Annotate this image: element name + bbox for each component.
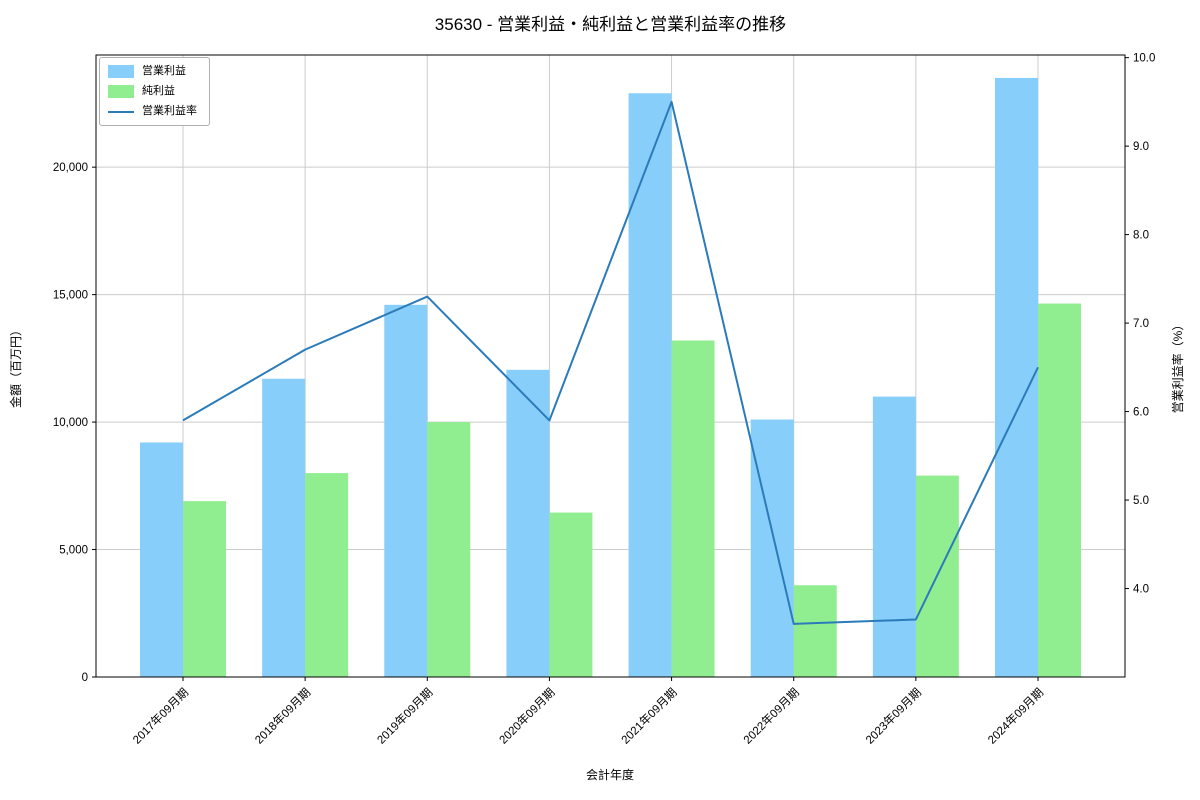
left-tick-label: 20,000 xyxy=(53,162,88,174)
right-tick-label: 6.0 xyxy=(1133,407,1149,419)
right-tick-label: 5.0 xyxy=(1133,495,1149,507)
legend-label-net-profit: 純利益 xyxy=(142,85,175,97)
bar-net-profit xyxy=(671,340,715,677)
x-tick-label: 2024年09月期 xyxy=(985,685,1046,746)
x-axis-title: 会計年度 xyxy=(586,767,634,782)
margin-line xyxy=(182,100,1039,625)
x-tick-label: 2021年09月期 xyxy=(618,685,679,746)
legend-label-margin-line: 営業利益率 xyxy=(142,105,197,117)
bar-net-profit xyxy=(1038,303,1081,677)
bar-operating-profit xyxy=(750,419,794,677)
bar-operating-profit xyxy=(872,396,916,677)
chart-title: 35630 - 営業利益・純利益と営業利益率の推移 xyxy=(434,15,787,34)
x-tick-label: 2023年09月期 xyxy=(863,685,924,746)
bar-net-profit xyxy=(549,512,593,677)
x-tick-label: 2022年09月期 xyxy=(740,685,801,746)
legend-label-operating-profit: 営業利益 xyxy=(142,65,186,77)
left-tick-label: 10,000 xyxy=(53,417,88,429)
bar-operating-profit xyxy=(995,77,1038,677)
right-tick-label: 10.0 xyxy=(1133,53,1155,65)
legend-swatch-margin-line xyxy=(108,110,134,113)
bar-net-profit xyxy=(305,473,349,677)
legend-swatch-operating-profit xyxy=(108,65,134,78)
right-tick-label: 9.0 xyxy=(1133,141,1149,153)
legend-item-margin-line: 営業利益率 xyxy=(108,105,197,118)
bar-operating-profit xyxy=(140,442,183,677)
x-tick-label: 2017年09月期 xyxy=(130,685,191,746)
bar-net-profit xyxy=(427,422,471,677)
plot-border xyxy=(95,54,1126,678)
x-tick-label: 2020年09月期 xyxy=(496,685,557,746)
left-tick-label: 15,000 xyxy=(53,290,88,302)
bar-operating-profit xyxy=(506,369,550,677)
left-axis-title: 金額（百万円） xyxy=(8,324,23,408)
x-tick-label: 2019年09月期 xyxy=(374,685,435,746)
bar-operating-profit xyxy=(384,304,428,677)
bar-net-profit xyxy=(183,501,226,677)
bar-operating-profit xyxy=(262,378,306,677)
bar-net-profit xyxy=(793,585,837,677)
right-tick-label: 7.0 xyxy=(1133,318,1149,330)
right-axis-title: 営業利益率（%） xyxy=(1170,319,1185,414)
legend-item-operating-profit: 営業利益 xyxy=(108,65,197,78)
legend-swatch-net-profit xyxy=(108,85,134,98)
x-tick-label: 2018年09月期 xyxy=(252,685,313,746)
legend-item-net-profit: 純利益 xyxy=(108,85,197,98)
right-tick-label: 4.0 xyxy=(1133,584,1149,596)
legend: 営業利益 純利益 営業利益率 xyxy=(99,57,210,126)
left-tick-label: 5,000 xyxy=(59,545,88,557)
chart-render-layer: 0 5,000 10,000 15,000 20,000 4.0 5.0 6.0 7.0 8.0 9… xyxy=(53,53,1156,747)
right-tick-label: 8.0 xyxy=(1133,230,1149,242)
left-tick-label: 0 xyxy=(82,672,88,684)
bar-operating-profit xyxy=(628,93,672,678)
